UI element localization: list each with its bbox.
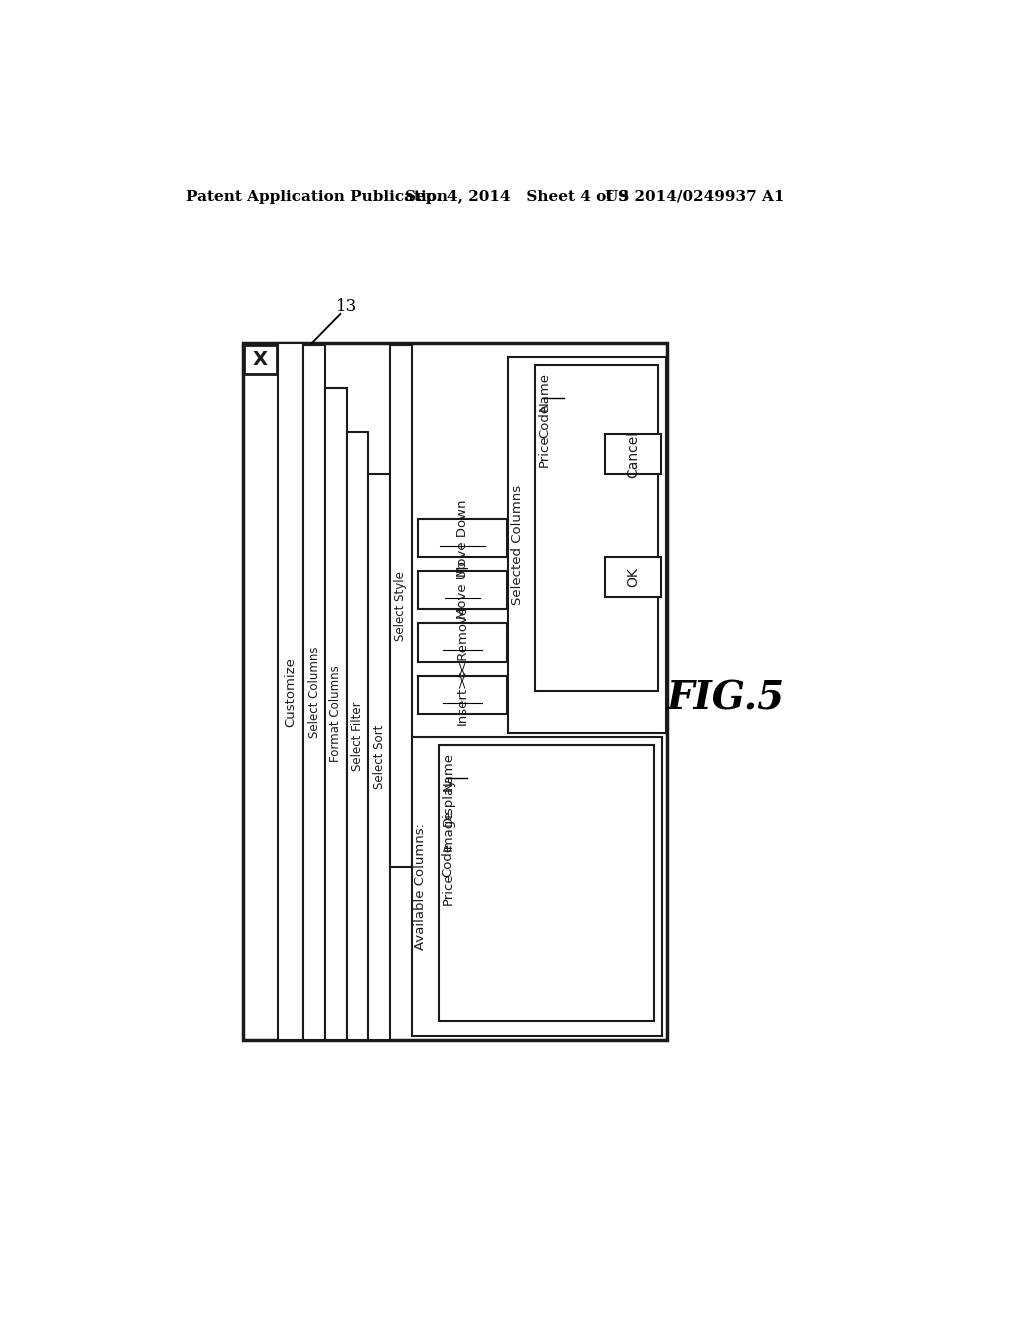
Text: Select Filter: Select Filter [351,701,364,771]
Bar [245,345,276,374]
Bar [369,474,390,1040]
Bar [438,744,654,1020]
Bar [418,623,507,661]
Text: Selected Columns: Selected Columns [511,486,524,606]
Bar [418,676,507,714]
Text: Name: Name [539,372,551,412]
Bar [346,432,369,1040]
Text: Format Columns: Format Columns [329,665,342,763]
Text: Select Sort: Select Sort [373,725,386,789]
Text: Insert>>: Insert>> [456,665,469,725]
Text: Price: Price [539,434,551,466]
Bar [303,345,325,1040]
Text: US 2014/0249937 A1: US 2014/0249937 A1 [604,190,784,203]
Bar [508,358,666,734]
Text: Cancel: Cancel [627,430,640,478]
Bar [418,572,507,610]
Text: Move Up: Move Up [456,561,469,619]
Text: Display: Display [441,776,455,826]
Bar [279,343,303,1040]
Text: Sep. 4, 2014   Sheet 4 of 9: Sep. 4, 2014 Sheet 4 of 9 [406,190,629,203]
Bar [243,343,668,1040]
Text: Move Down: Move Down [456,499,469,577]
Text: Select Style: Select Style [394,570,408,640]
Text: <<Remove: <<Remove [456,605,469,681]
Text: OK: OK [627,568,640,587]
Bar [390,345,412,867]
Text: 13: 13 [336,298,357,314]
Text: Code: Code [441,842,455,876]
Bar [325,388,346,1040]
Text: Select Columns: Select Columns [307,647,321,738]
Text: Patent Application Publication: Patent Application Publication [186,190,449,203]
Text: Price: Price [441,873,455,906]
Bar [412,738,662,1036]
Text: Image: Image [441,809,455,851]
Text: Code: Code [539,404,551,438]
Text: Name: Name [441,752,455,792]
Text: X: X [253,350,268,368]
Bar [418,519,507,557]
Bar [605,557,662,598]
Bar [536,364,658,692]
Text: Customize: Customize [285,656,297,726]
Bar [605,434,662,474]
Text: Available Columns:: Available Columns: [415,824,427,950]
Text: FIG.5: FIG.5 [667,680,784,718]
